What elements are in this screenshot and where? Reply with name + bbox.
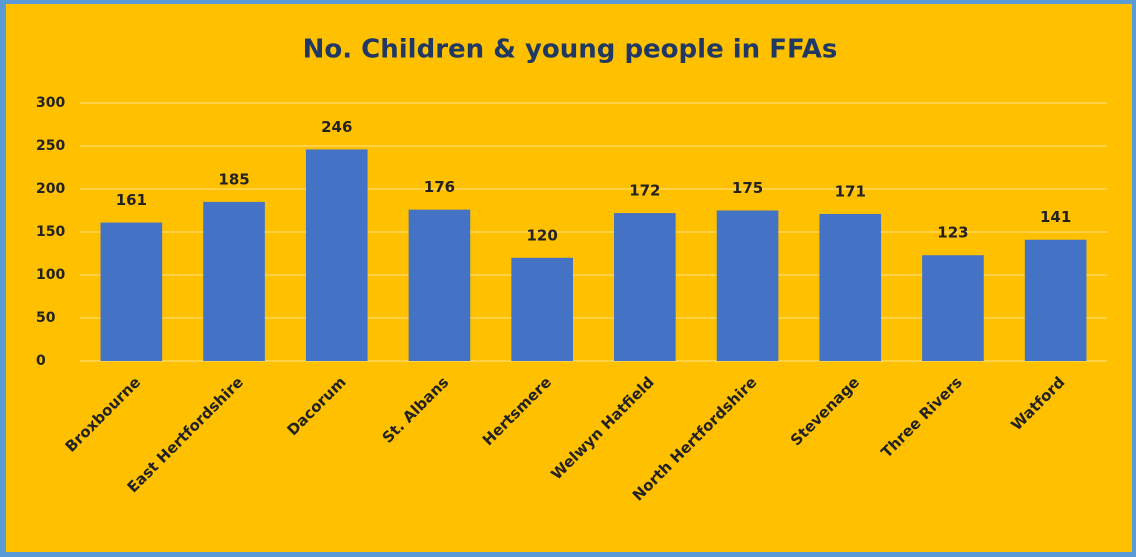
bar	[922, 255, 984, 361]
y-tick-label: 0	[36, 353, 46, 369]
chart-title: No. Children & young people in FFAs	[303, 35, 838, 65]
y-tick-label: 50	[36, 310, 56, 326]
data-label: 120	[526, 226, 557, 244]
data-label: 171	[835, 182, 866, 200]
y-tick-label: 300	[36, 95, 65, 111]
data-label: 161	[116, 191, 147, 209]
y-tick-label: 200	[36, 181, 65, 197]
y-tick-label: 250	[36, 138, 65, 154]
bar	[819, 213, 882, 361]
bar	[1024, 239, 1087, 361]
bar	[305, 149, 368, 361]
data-label: 123	[937, 224, 968, 242]
bar	[511, 257, 573, 361]
bar	[716, 210, 779, 361]
bar	[614, 213, 676, 361]
bar	[100, 222, 163, 361]
bar	[408, 209, 471, 361]
data-label: 246	[321, 118, 352, 136]
data-label: 185	[218, 170, 249, 188]
y-tick-label: 100	[36, 267, 65, 283]
bar	[203, 201, 265, 361]
data-label: 172	[629, 182, 660, 200]
data-label: 141	[1040, 208, 1071, 226]
data-label: 176	[424, 178, 455, 196]
data-label: 175	[732, 179, 763, 197]
y-tick-label: 150	[36, 224, 65, 240]
